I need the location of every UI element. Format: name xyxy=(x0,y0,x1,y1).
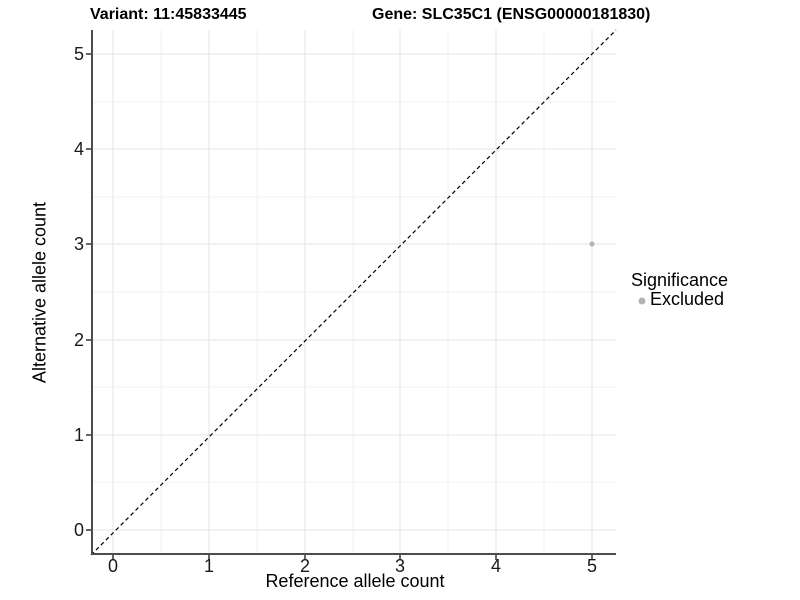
x-axis-title: Reference allele count xyxy=(265,571,445,591)
y-axis-tick-marks xyxy=(86,53,91,531)
grid-minor xyxy=(93,30,616,553)
y-tick-label-0: 0 xyxy=(73,520,84,540)
plot-title-variant: Variant: 11:45833445 xyxy=(90,6,247,23)
legend-item-excluded: Excluded xyxy=(635,289,728,310)
legend: Significance Excluded xyxy=(631,270,728,310)
plot-title-gene: Gene: SLC35C1 (ENSG00000181830) xyxy=(372,6,651,23)
data-point-excluded xyxy=(589,241,595,247)
y-tick-label-3: 3 xyxy=(73,234,84,254)
x-tick-label-2: 2 xyxy=(299,556,310,576)
y-axis-title: Alternative allele count xyxy=(29,201,50,384)
y-tick-label-5: 5 xyxy=(73,44,84,64)
x-tick-label-0: 0 xyxy=(107,556,118,576)
axis-lines xyxy=(91,30,616,555)
y-tick-label-1: 1 xyxy=(73,425,84,445)
x-axis-tick-marks xyxy=(112,555,593,560)
y-tick-label-2: 2 xyxy=(73,330,84,350)
x-tick-label-5: 5 xyxy=(586,556,597,576)
x-tick-label-1: 1 xyxy=(203,556,214,576)
y-tick-label-4: 4 xyxy=(73,139,84,159)
x-tick-label-3: 3 xyxy=(394,556,405,576)
legend-title: Significance xyxy=(631,270,729,290)
legend-key-dot-icon xyxy=(638,297,646,304)
x-tick-label-4: 4 xyxy=(490,556,501,576)
legend-item-label: Excluded xyxy=(650,289,725,309)
grid-major xyxy=(93,30,616,553)
identity-reference-line xyxy=(90,29,617,556)
